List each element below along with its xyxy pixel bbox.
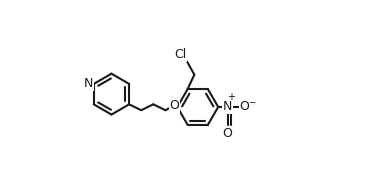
- Text: O: O: [223, 127, 233, 140]
- Text: O: O: [169, 99, 179, 112]
- Text: +: +: [227, 92, 235, 102]
- Text: Cl: Cl: [174, 48, 187, 61]
- Text: O$^{-}$: O$^{-}$: [239, 101, 258, 113]
- Text: N: N: [84, 77, 93, 90]
- Text: N: N: [223, 101, 232, 113]
